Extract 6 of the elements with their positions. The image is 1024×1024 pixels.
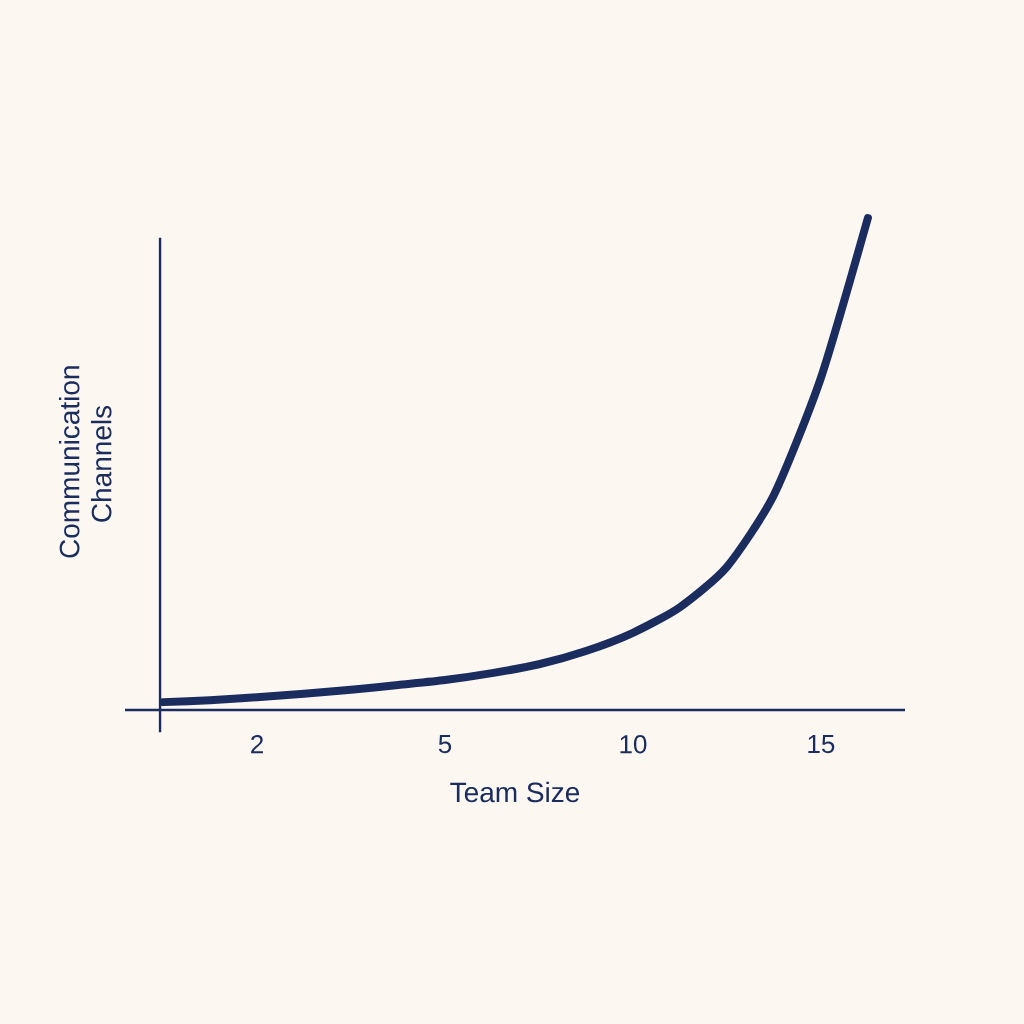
y-axis-title: Communication Channels xyxy=(58,366,112,558)
x-tick-label: 2 xyxy=(251,735,263,754)
x-tick-label: 10 xyxy=(620,735,647,754)
x-axis-title: Team Size xyxy=(450,781,580,803)
x-tick-label: 15 xyxy=(808,735,835,754)
x-tick-label: 5 xyxy=(438,735,452,754)
